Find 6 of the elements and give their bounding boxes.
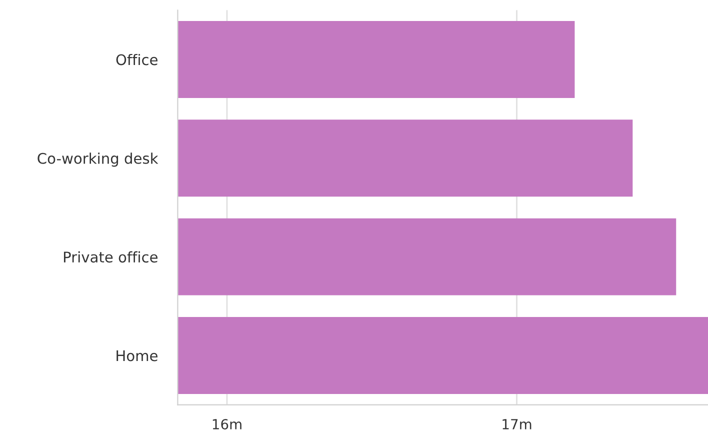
y-tick-label: Office: [116, 54, 158, 66]
x-tick-label: 17m: [502, 419, 532, 430]
y-tick-label: Private office: [64, 251, 158, 263]
y-tick-label: Home: [116, 350, 158, 362]
y-tick-label: Co-working desk: [38, 152, 158, 167]
x-tick-label: 16m: [212, 418, 242, 430]
